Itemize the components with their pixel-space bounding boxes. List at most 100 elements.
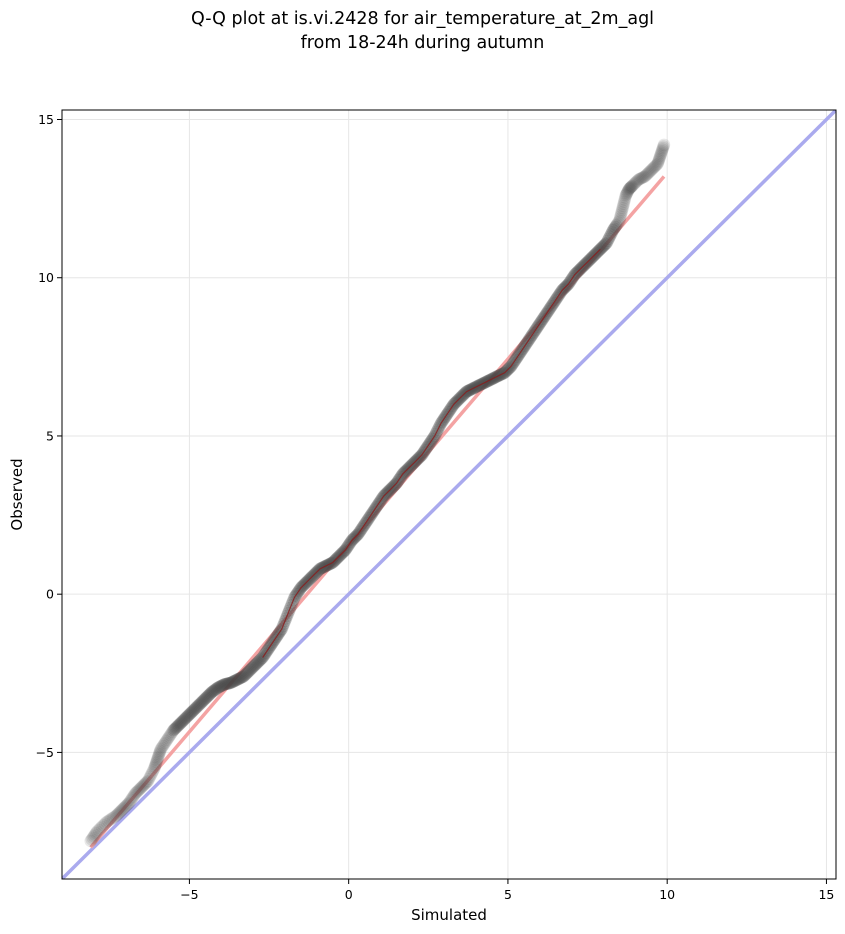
qq-point bbox=[185, 706, 198, 719]
qq-point bbox=[84, 834, 97, 848]
qq-point bbox=[193, 697, 207, 711]
qq-point bbox=[129, 787, 142, 800]
qq-point bbox=[217, 678, 230, 692]
qq-point bbox=[152, 747, 166, 761]
qq-point bbox=[98, 817, 112, 830]
qq-point bbox=[149, 757, 163, 770]
qq-point bbox=[633, 172, 646, 186]
qq-point bbox=[655, 144, 669, 158]
qq-point bbox=[622, 182, 636, 196]
qq-point bbox=[628, 177, 641, 191]
qq-point bbox=[161, 731, 175, 745]
qq-point bbox=[109, 809, 123, 822]
qq-point bbox=[237, 670, 250, 683]
qq-point bbox=[117, 802, 130, 815]
fit-line bbox=[89, 175, 666, 849]
y-tick-label: 10 bbox=[38, 270, 54, 285]
qq-point bbox=[613, 212, 627, 225]
qq-point bbox=[233, 672, 246, 685]
qq-point bbox=[601, 234, 614, 248]
qq-point bbox=[116, 803, 129, 816]
qq-point bbox=[619, 189, 632, 202]
grid bbox=[62, 110, 836, 879]
qq-point bbox=[97, 819, 110, 832]
qq-point bbox=[614, 208, 628, 221]
data-points bbox=[84, 138, 671, 848]
qq-point bbox=[220, 677, 233, 691]
qq-point bbox=[149, 758, 162, 772]
qq-point bbox=[122, 796, 136, 810]
qq-point bbox=[190, 700, 204, 714]
qq-point bbox=[655, 146, 668, 159]
qq-point bbox=[648, 160, 661, 174]
qq-point bbox=[224, 676, 238, 689]
qq-point bbox=[167, 724, 180, 737]
qq-point bbox=[157, 738, 171, 751]
qq-point bbox=[198, 693, 211, 706]
qq-point bbox=[85, 833, 98, 846]
qq-point bbox=[218, 678, 231, 691]
qq-point bbox=[637, 170, 651, 184]
qq-point bbox=[159, 735, 173, 748]
x-tick-label: −5 bbox=[180, 887, 198, 902]
qq-point bbox=[168, 723, 181, 736]
qq-point bbox=[653, 151, 666, 164]
qq-point bbox=[169, 721, 182, 735]
qq-point bbox=[147, 764, 160, 777]
qq-point bbox=[165, 727, 178, 740]
qq-point bbox=[634, 172, 647, 185]
qq-point bbox=[143, 770, 157, 783]
qq-point bbox=[87, 830, 101, 843]
qq-point bbox=[189, 701, 202, 715]
y-tick-label: −5 bbox=[36, 745, 54, 760]
qq-point bbox=[636, 171, 649, 184]
qq-point bbox=[172, 718, 185, 732]
qq-point bbox=[656, 143, 669, 156]
qq-point bbox=[90, 825, 104, 838]
qq-point bbox=[240, 667, 253, 680]
qq-point bbox=[645, 163, 658, 177]
qq-point bbox=[229, 673, 243, 687]
qq-point bbox=[134, 782, 147, 795]
qq-point bbox=[111, 808, 124, 821]
qq-point bbox=[647, 161, 660, 175]
qq-point bbox=[252, 655, 265, 668]
qq-point bbox=[207, 684, 221, 697]
qq-point bbox=[151, 750, 165, 764]
qq-point bbox=[158, 736, 172, 750]
y-tick-label: 5 bbox=[46, 428, 54, 443]
axis-ticks: −5 0 5 10 15 −5 0 5 10 15 bbox=[36, 112, 835, 902]
qq-point bbox=[202, 689, 215, 702]
qq-point bbox=[156, 739, 170, 753]
qq-point bbox=[154, 743, 167, 756]
qq-point bbox=[625, 180, 638, 193]
qq-point bbox=[130, 786, 143, 799]
qq-point bbox=[89, 826, 103, 840]
qq-point bbox=[247, 659, 261, 673]
qq-point bbox=[136, 779, 149, 793]
qq-point bbox=[164, 728, 177, 742]
qq-point bbox=[140, 775, 154, 789]
qq-point bbox=[113, 806, 126, 819]
qq-point bbox=[242, 664, 256, 678]
qq-point bbox=[623, 182, 636, 195]
qq-point bbox=[204, 687, 217, 700]
qq-point bbox=[94, 822, 107, 835]
qq-point bbox=[230, 673, 244, 686]
qq-point bbox=[638, 170, 652, 183]
qq-point bbox=[119, 800, 132, 813]
qq-point bbox=[153, 746, 166, 759]
qq-point bbox=[123, 795, 137, 808]
qq-point bbox=[150, 754, 164, 767]
qq-point bbox=[92, 823, 105, 837]
qq-point bbox=[598, 238, 611, 252]
qq-point bbox=[617, 197, 630, 211]
qq-point bbox=[656, 141, 670, 155]
qq-point bbox=[88, 828, 102, 841]
qq-point bbox=[651, 156, 665, 169]
qq-point bbox=[192, 698, 206, 712]
qq-point bbox=[195, 695, 209, 708]
qq-point bbox=[127, 788, 141, 802]
qq-point bbox=[138, 777, 152, 791]
qq-point bbox=[236, 670, 249, 684]
